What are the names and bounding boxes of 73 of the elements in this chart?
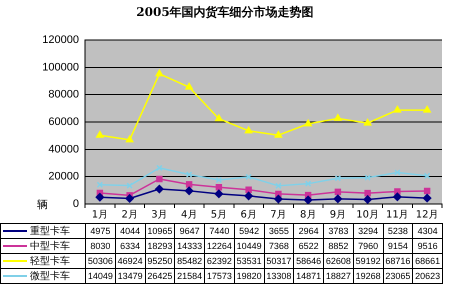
x-tick-label: 11月 [386,210,409,221]
y-tick-label: 0 [72,198,79,210]
data-label: 7368 [264,238,294,254]
x-tick-label: 6月 [240,210,257,221]
x-tick-label: 2月 [121,210,138,221]
data-label: 4975 [86,224,116,238]
data-label: 9516 [412,238,442,254]
data-label: 4304 [412,224,442,238]
data-label: 13308 [264,268,294,284]
data-label: 9647 [174,224,204,238]
data-label: 14871 [294,268,324,284]
y-tick-label: 20000 [48,170,79,183]
data-label: 12264 [204,238,234,254]
data-label: 6522 [294,238,324,254]
data-label: 85482 [174,254,204,268]
x-tick-label: 9月 [330,210,346,221]
data-label: 3655 [264,224,294,238]
chart-title: 2005年国内货车细分市场走势图 [135,4,315,21]
data-label: 18293 [145,238,175,254]
data-label: 19820 [234,268,264,284]
data-label: 50306 [86,254,116,268]
y-tick-label: 80000 [48,88,79,101]
data-label: 21584 [174,268,204,284]
data-label: 6334 [115,238,145,254]
x-tick-label: 12月 [416,210,438,221]
data-label: 7440 [204,224,234,238]
data-label: 3783 [324,224,354,238]
data-label: 8852 [324,238,354,254]
data-label: 5238 [383,224,413,238]
x-tick-label: 5月 [210,210,228,221]
x-tick-label: 1月 [92,210,108,221]
y-axis-title: 辆 [37,197,48,212]
data-label: 95250 [145,254,175,268]
data-label: 9154 [383,238,413,254]
data-label: 3294 [353,224,383,238]
x-tick-label: 8月 [300,210,316,221]
data-label: 13479 [115,268,145,284]
data-label: 8030 [86,238,116,254]
y-tick-label: 100000 [42,61,79,74]
data-label: 20623 [412,268,442,284]
data-label: 2964 [294,224,324,238]
data-label: 62608 [324,254,354,268]
data-label: 7960 [353,238,383,254]
data-label: 50317 [264,254,294,268]
data-label: 53531 [234,254,264,268]
data-label: 23065 [383,268,413,284]
x-tick-label: 10月 [356,210,379,221]
x-tick-label: 4月 [180,210,198,221]
y-tick-label: 60000 [48,116,79,128]
y-tick-label: 40000 [48,143,79,156]
data-label: 4044 [115,224,145,238]
y-tick-label: 120000 [42,34,79,46]
data-label: 17573 [204,268,234,284]
data-label: 14333 [174,238,204,254]
legend-label: 重型卡车 [0,224,86,238]
x-tick-label: 3月 [151,210,168,221]
legend-label: 微型卡车 [0,268,86,284]
x-tick-label: 7月 [270,210,287,221]
data-label: 58646 [294,254,324,268]
data-label: 59192 [353,254,383,268]
data-label: 18827 [324,268,354,284]
data-label: 10965 [145,224,175,238]
data-label: 19268 [353,268,383,284]
data-label: 46924 [115,254,145,268]
data-label: 62392 [204,254,234,268]
data-label: 5942 [234,224,264,238]
data-label: 14049 [86,268,116,284]
data-label: 68716 [383,254,413,268]
data-label: 10449 [234,238,264,254]
data-label: 26425 [145,268,175,284]
data-label: 68661 [412,254,442,268]
legend-label: 中型卡车 [0,238,86,254]
legend-label: 轻型卡车 [0,254,86,268]
